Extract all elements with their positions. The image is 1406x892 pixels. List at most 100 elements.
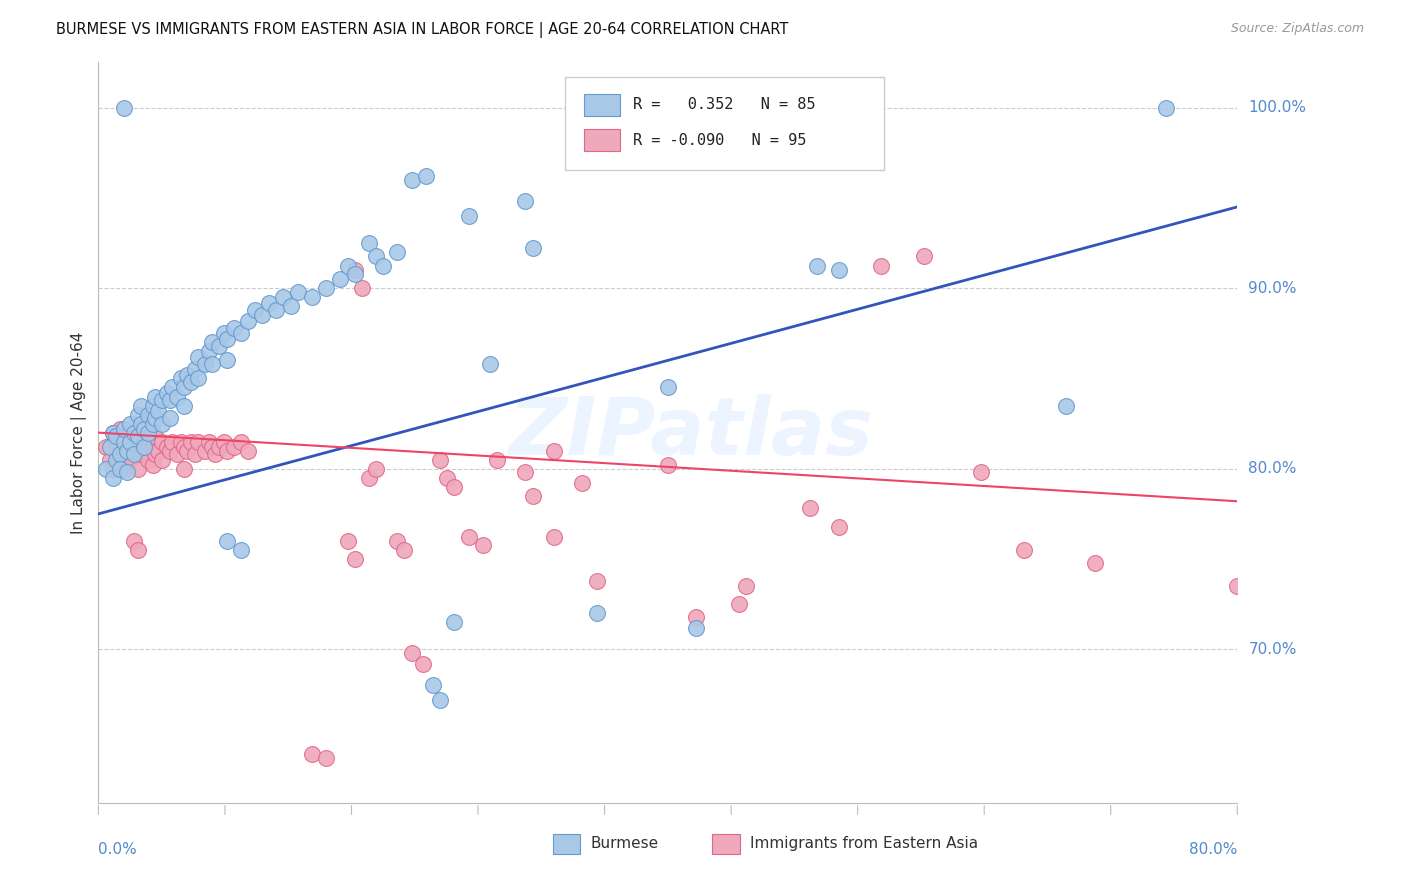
Point [94, 461, 117, 475]
Point [657, 380, 679, 394]
Point [122, 425, 145, 440]
Point [104, 434, 127, 449]
Point [571, 476, 593, 491]
Point [387, 533, 409, 548]
Point [728, 597, 751, 611]
Point [364, 461, 387, 475]
Point [101, 425, 124, 440]
Point [486, 452, 509, 467]
Point [301, 290, 323, 304]
Point [215, 332, 238, 346]
Point [315, 281, 337, 295]
Point [173, 440, 195, 454]
Text: Burmese: Burmese [591, 836, 658, 851]
Point [236, 313, 259, 327]
Point [159, 443, 181, 458]
Point [156, 440, 179, 454]
Point [136, 408, 159, 422]
Point [443, 480, 465, 494]
Point [122, 533, 145, 548]
Point [104, 452, 127, 467]
Point [373, 260, 395, 274]
Point [101, 461, 124, 475]
Point [127, 543, 149, 558]
Text: 0.0%: 0.0% [98, 842, 138, 856]
Point [159, 411, 181, 425]
Point [266, 302, 288, 317]
Point [173, 399, 195, 413]
Point [176, 368, 198, 382]
Point [543, 530, 565, 544]
Point [148, 404, 170, 418]
Point [1084, 556, 1107, 570]
Point [415, 169, 437, 184]
Point [229, 434, 252, 449]
Point [212, 434, 235, 449]
Point [173, 380, 195, 394]
Point [429, 693, 451, 707]
Point [436, 471, 458, 485]
Point [101, 425, 124, 440]
Point [136, 434, 159, 449]
Point [156, 385, 179, 400]
Point [208, 440, 231, 454]
Point [170, 434, 193, 449]
Point [115, 443, 138, 458]
Point [301, 747, 323, 761]
Point [129, 399, 152, 413]
Point [394, 543, 416, 558]
Point [141, 417, 163, 431]
Point [145, 390, 167, 404]
Point [187, 350, 209, 364]
Point [471, 538, 494, 552]
Point [201, 357, 224, 371]
Point [1226, 579, 1249, 593]
Point [136, 452, 159, 467]
Point [112, 101, 135, 115]
Point [194, 357, 217, 371]
Point [585, 574, 607, 588]
Point [350, 281, 373, 295]
Point [173, 461, 195, 475]
Point [176, 443, 198, 458]
Point [127, 440, 149, 454]
Point [236, 443, 259, 458]
Text: BURMESE VS IMMIGRANTS FROM EASTERN ASIA IN LABOR FORCE | AGE 20-64 CORRELATION C: BURMESE VS IMMIGRANTS FROM EASTERN ASIA … [56, 22, 789, 38]
Text: R = -0.090   N = 95: R = -0.090 N = 95 [633, 133, 806, 148]
FancyBboxPatch shape [713, 833, 740, 854]
Point [145, 429, 167, 443]
Point [127, 461, 149, 475]
Point [336, 533, 359, 548]
Point [970, 466, 993, 480]
Point [118, 434, 141, 449]
Point [478, 357, 501, 371]
Point [215, 353, 238, 368]
Point [108, 447, 131, 461]
Point [108, 422, 131, 436]
Point [115, 429, 138, 443]
Point [201, 335, 224, 350]
Point [122, 443, 145, 458]
Point [98, 452, 121, 467]
Point [315, 750, 337, 764]
Point [129, 447, 152, 461]
FancyBboxPatch shape [553, 833, 581, 854]
Point [198, 434, 221, 449]
Point [343, 552, 366, 566]
Point [108, 447, 131, 461]
Point [141, 458, 163, 472]
Point [522, 242, 544, 256]
Point [180, 375, 202, 389]
Point [152, 417, 174, 431]
Point [132, 422, 155, 436]
Point [136, 425, 159, 440]
Point [685, 621, 707, 635]
Point [184, 362, 207, 376]
Point [735, 579, 758, 593]
Point [132, 440, 155, 454]
Text: R =   0.352   N = 85: R = 0.352 N = 85 [633, 97, 815, 112]
Point [429, 452, 451, 467]
Point [443, 615, 465, 630]
Point [201, 440, 224, 454]
Text: ZIPatlas: ZIPatlas [508, 393, 873, 472]
